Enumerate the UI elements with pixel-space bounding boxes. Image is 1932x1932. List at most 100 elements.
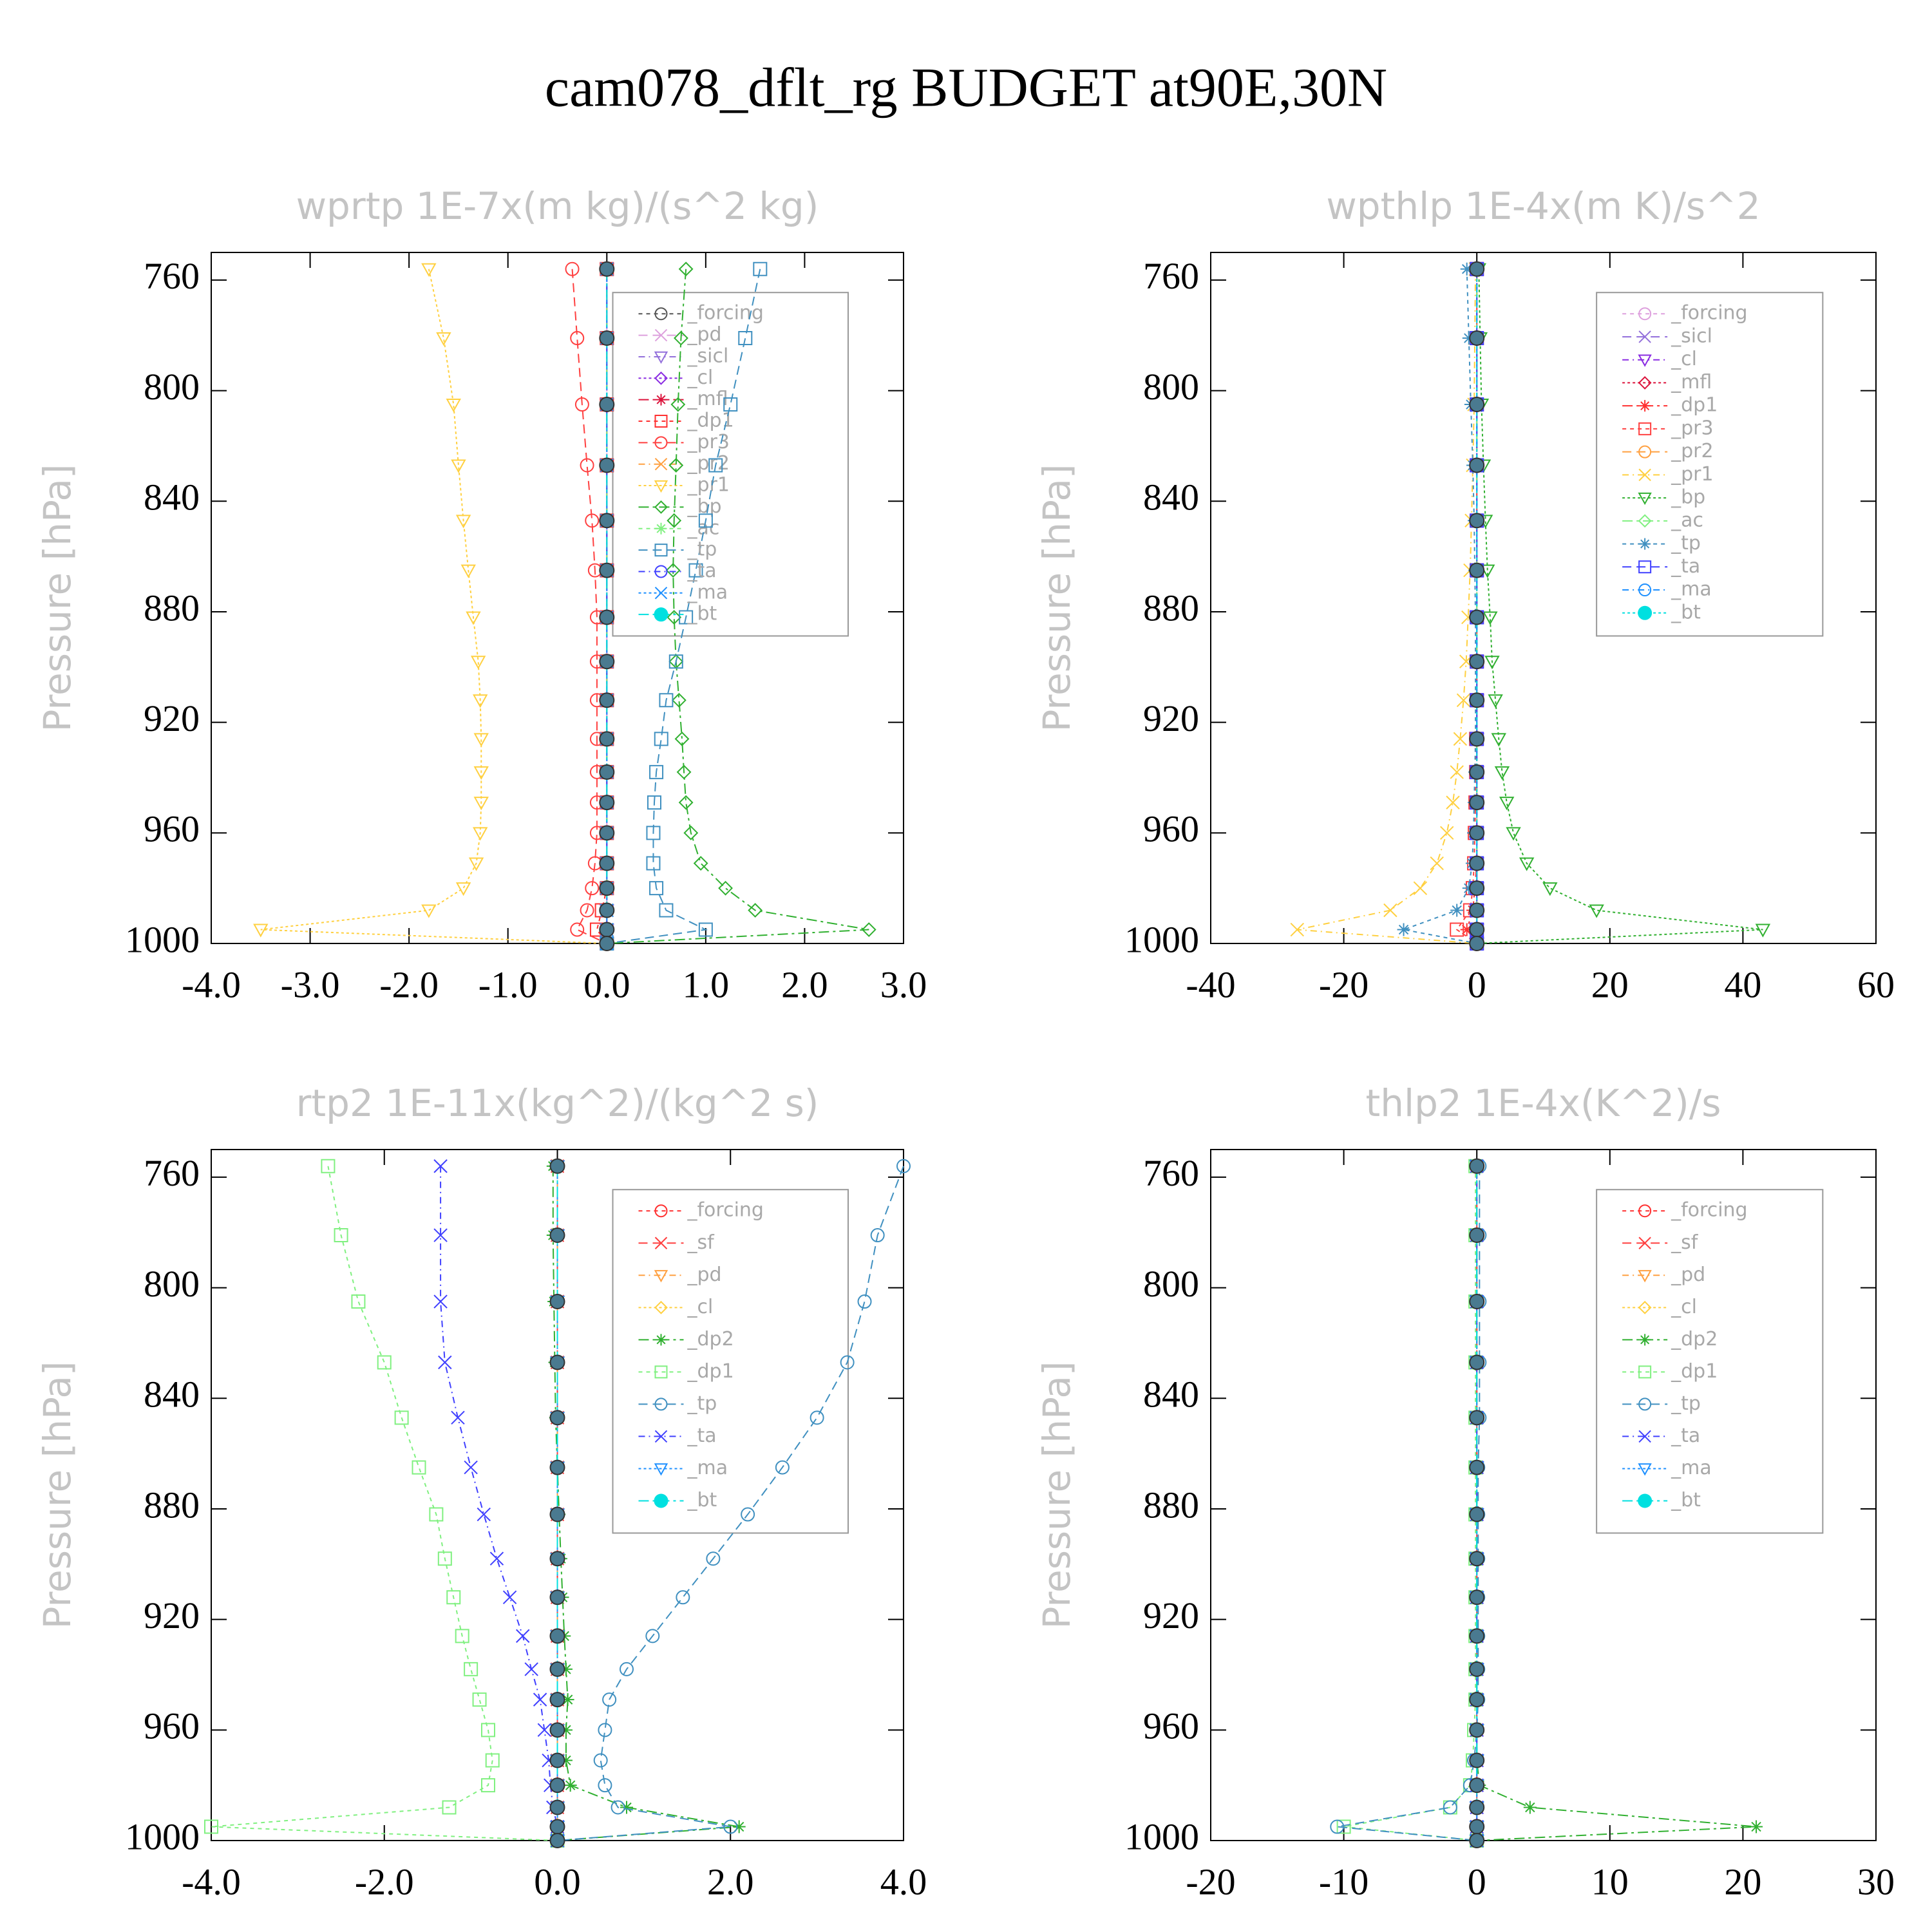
legend-label: _bp — [1671, 486, 1705, 509]
marker — [549, 1410, 565, 1426]
marker — [654, 457, 668, 471]
marker — [620, 1662, 634, 1676]
marker — [489, 1551, 504, 1566]
y-axis-label: Pressure [hPa] — [35, 464, 79, 732]
marker — [1469, 1410, 1485, 1426]
marker — [1469, 1819, 1485, 1835]
marker — [671, 692, 687, 708]
marker — [436, 332, 451, 346]
legend-label: _dp1 — [1671, 394, 1718, 417]
marker — [473, 766, 489, 780]
marker — [667, 513, 682, 528]
marker — [649, 881, 664, 896]
legend-label: _bt — [687, 603, 717, 625]
marker — [1750, 1820, 1763, 1833]
marker — [679, 610, 694, 625]
marker — [708, 458, 723, 473]
marker — [1523, 1801, 1537, 1814]
marker — [1462, 882, 1475, 895]
marker — [654, 732, 668, 746]
marker — [748, 903, 763, 918]
plot-frame — [1210, 1149, 1877, 1841]
marker — [549, 1589, 565, 1605]
marker — [1638, 422, 1652, 435]
y-axis-label: Pressure [hPa] — [1035, 464, 1079, 732]
y-tick-label: 960 — [144, 808, 200, 850]
marker — [451, 459, 466, 473]
marker — [678, 261, 694, 277]
marker — [1443, 1800, 1457, 1815]
marker — [1638, 1430, 1651, 1443]
marker — [446, 1590, 461, 1605]
y-tick-label: 960 — [1143, 808, 1199, 850]
marker — [1469, 922, 1485, 938]
marker — [1469, 1506, 1485, 1522]
marker — [455, 1629, 469, 1643]
marker — [470, 656, 486, 670]
series-line — [260, 269, 607, 944]
y-tick-label: 840 — [1143, 477, 1199, 518]
marker — [438, 1355, 452, 1370]
marker — [654, 1397, 668, 1411]
marker — [665, 563, 681, 578]
subplot-title: wprtp 1E-7x(m kg)/(s^2 kg) — [296, 184, 819, 228]
marker — [1638, 1463, 1652, 1476]
marker — [1469, 692, 1485, 708]
marker — [1469, 764, 1485, 780]
marker — [896, 1159, 911, 1173]
marker — [738, 331, 753, 346]
legend-label: _tp — [1671, 532, 1701, 554]
y-axis-label: Pressure [hPa] — [35, 1361, 79, 1629]
marker — [1450, 765, 1464, 779]
marker — [810, 1410, 824, 1425]
legend-label: _cl — [1671, 348, 1697, 370]
y-tick-label: 760 — [1143, 255, 1199, 297]
plot-frame — [211, 252, 904, 944]
marker — [599, 562, 615, 578]
marker — [1469, 795, 1485, 811]
legend-label: _ma — [1671, 1457, 1712, 1479]
marker — [599, 764, 615, 780]
y-tick-label: 840 — [144, 1374, 200, 1416]
x-tick-label: -2.0 — [379, 963, 439, 1005]
marker — [857, 1294, 872, 1309]
marker — [1469, 731, 1485, 747]
x-tick-label: 0 — [1468, 1861, 1486, 1902]
legend-label: _pr2 — [1671, 440, 1713, 462]
marker — [321, 1159, 336, 1173]
subplot-title: rtp2 1E-11x(kg^2)/(kg^2 s) — [296, 1081, 819, 1125]
marker — [1469, 1777, 1485, 1794]
marker — [549, 1354, 565, 1370]
marker — [1469, 1833, 1485, 1848]
marker — [723, 397, 738, 412]
marker — [446, 399, 461, 413]
marker — [599, 936, 615, 951]
marker — [1469, 1294, 1485, 1310]
x-tick-label: -2.0 — [355, 1861, 414, 1902]
marker — [599, 330, 615, 346]
marker — [649, 764, 664, 779]
y-tick-label: 840 — [1143, 1374, 1199, 1416]
marker — [429, 1507, 444, 1522]
series-line — [1401, 269, 1477, 944]
marker — [654, 544, 668, 557]
marker — [1456, 693, 1471, 708]
marker — [473, 694, 488, 708]
marker — [468, 857, 484, 871]
marker — [646, 826, 661, 840]
x-tick-label: 0 — [1468, 963, 1486, 1005]
y-tick-label: 800 — [1143, 366, 1199, 408]
marker — [688, 563, 703, 578]
marker — [1469, 1354, 1485, 1370]
marker — [1638, 307, 1652, 321]
marker — [1639, 400, 1651, 412]
marker — [1638, 468, 1651, 482]
legend-box — [1596, 1189, 1824, 1534]
y-tick-label: 880 — [144, 1484, 200, 1526]
marker — [655, 522, 667, 535]
marker — [1469, 880, 1485, 896]
marker — [1639, 538, 1651, 550]
legend-label: _pr1 — [1671, 463, 1713, 486]
marker — [1469, 261, 1485, 277]
marker — [668, 654, 683, 669]
